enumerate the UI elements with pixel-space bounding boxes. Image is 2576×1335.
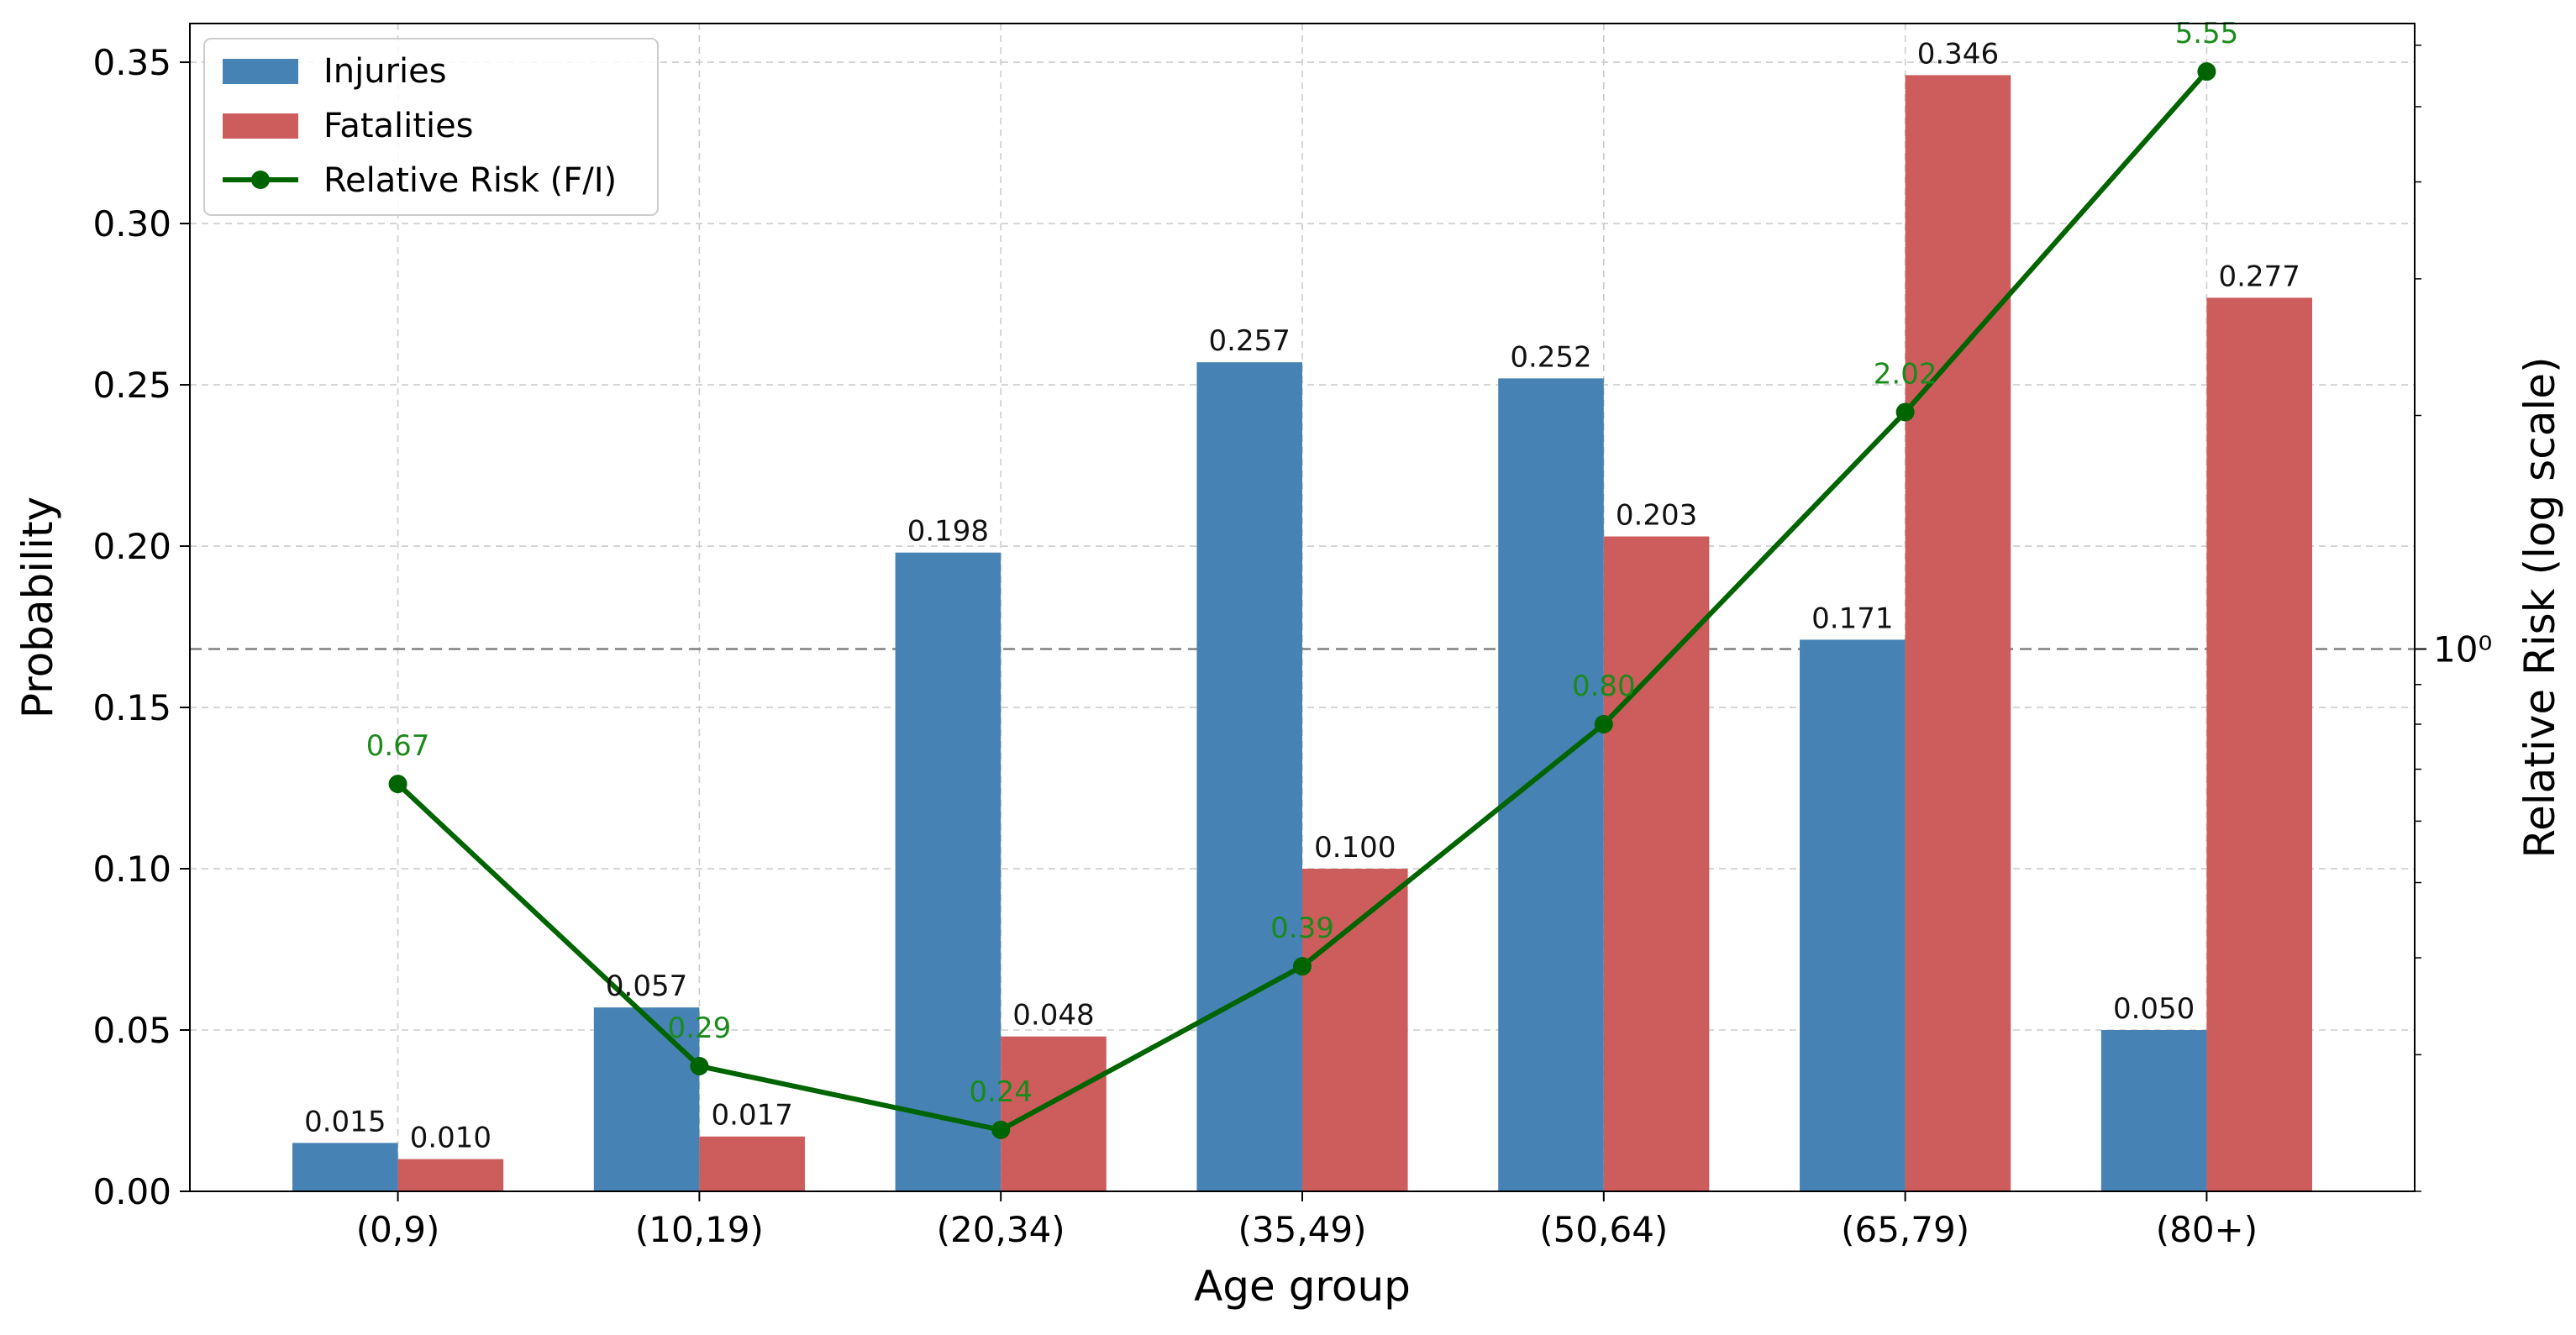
x-tick-label: (10,19) — [635, 1209, 764, 1250]
x-tick-label: (35,49) — [1238, 1209, 1366, 1250]
relative-risk-label: 0.80 — [1572, 670, 1636, 703]
y-tick-label: 0.30 — [92, 203, 171, 244]
x-tick-label: (65,79) — [1841, 1209, 1969, 1250]
relative-risk-point — [690, 1056, 709, 1075]
legend-label: Relative Risk (F/I) — [323, 161, 617, 200]
x-axis-label: Age group — [1194, 1262, 1411, 1311]
legend: Injuries Fatalities Relative Risk (F/I) — [203, 38, 659, 216]
bar-value-label: 0.203 — [1616, 499, 1697, 533]
y-tick-label: 0.05 — [92, 1010, 171, 1051]
bar-injuries — [895, 552, 1001, 1191]
bar-fatalities — [1603, 536, 1710, 1191]
legend-label: Injuries — [323, 52, 447, 91]
bars — [292, 75, 2313, 1192]
relative-risk-label: 2.02 — [1874, 358, 1937, 392]
relative-risk-point — [1293, 957, 1312, 976]
legend-swatch-injuries — [223, 59, 298, 84]
legend-swatch-fatalities — [223, 113, 298, 139]
y2-axis-label: Relative Risk (log scale) — [2516, 356, 2564, 858]
relative-risk-label: 5.55 — [2175, 17, 2239, 50]
relative-risk-point — [388, 775, 407, 794]
x-tick-label: (50,64) — [1539, 1209, 1668, 1250]
bar-value-label: 0.017 — [712, 1099, 793, 1133]
relative-risk-line-layer — [388, 62, 2216, 1139]
x-tick-label: (80+) — [2156, 1209, 2258, 1250]
relative-risk-label: 0.67 — [366, 729, 430, 763]
bar-value-label: 0.048 — [1012, 999, 1094, 1033]
y-tick-label: 0.00 — [92, 1171, 171, 1212]
data-labels: 0.015 0.057 0.198 0.257 0.252 0.171 0.050 0.010… — [304, 17, 2300, 1154]
bar-fatalities — [397, 1159, 504, 1191]
bar-fatalities — [2206, 297, 2313, 1191]
legend-swatch-marker — [251, 171, 270, 189]
y-axis-label: Probability — [13, 497, 62, 718]
bar-value-label: 0.257 — [1209, 324, 1291, 358]
bar-injuries — [1196, 362, 1302, 1192]
bar-value-label: 0.346 — [1917, 37, 1999, 71]
bar-fatalities — [699, 1136, 805, 1191]
bar-value-label: 0.252 — [1510, 340, 1591, 374]
bar-value-label: 0.057 — [606, 970, 687, 1003]
y-tick-label: 0.10 — [92, 849, 171, 890]
bar-value-label: 0.277 — [2219, 260, 2300, 293]
bar-value-label: 0.015 — [304, 1105, 386, 1138]
bar-value-label: 0.100 — [1314, 831, 1396, 865]
bar-fatalities — [1001, 1036, 1107, 1191]
bar-injuries — [292, 1143, 398, 1191]
legend-box — [203, 38, 659, 216]
legend-label: Fatalities — [323, 107, 474, 145]
y2-tick-label: 10⁰ — [2433, 629, 2492, 670]
bar-injuries — [1498, 378, 1604, 1191]
relative-risk-label: 0.29 — [668, 1012, 732, 1045]
x-tick-label: (0,9) — [356, 1209, 440, 1250]
bar-value-label: 0.010 — [410, 1122, 492, 1155]
bar-injuries — [593, 1007, 700, 1191]
relative-risk-label: 0.39 — [1270, 912, 1334, 945]
x-tick-label: (20,34) — [937, 1209, 1065, 1250]
y-tick-label: 0.20 — [92, 526, 171, 567]
bar-value-label: 0.050 — [2113, 992, 2195, 1026]
relative-risk-point — [1895, 402, 1915, 422]
bar-value-label: 0.171 — [1811, 602, 1893, 635]
bar-injuries — [2100, 1030, 2207, 1191]
y-tick-label: 0.25 — [92, 365, 171, 406]
relative-risk-label: 0.24 — [969, 1075, 1033, 1109]
y-tick-label: 0.15 — [92, 687, 171, 728]
axes: 0.00 0.05 0.10 0.15 0.20 0.25 0.30 0.35 (0,9) (10… — [92, 42, 2492, 1250]
relative-risk-point — [991, 1120, 1011, 1139]
bar-fatalities — [1905, 75, 2011, 1191]
bar-value-label: 0.198 — [907, 515, 989, 549]
y-tick-label: 0.35 — [92, 42, 171, 83]
relative-risk-point — [2197, 62, 2216, 81]
bar-injuries — [1800, 639, 1906, 1191]
relative-risk-point — [1594, 715, 1613, 733]
